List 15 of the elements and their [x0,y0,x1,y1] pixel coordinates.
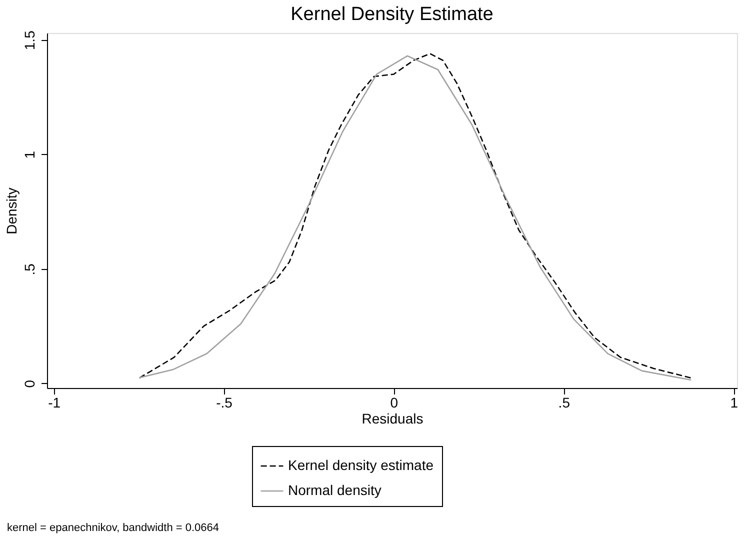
y-tick-label: 1.5 [22,30,38,50]
y-axis-title: Density [4,188,20,234]
chart-title: Kernel Density Estimate [290,4,494,26]
x-tick-label: 0 [390,394,398,410]
x-axis-title: Residuals [362,410,424,426]
x-tick-label: -.5 [216,394,233,410]
x-tick-label: .5 [558,394,570,410]
x-tick-label: -1 [48,394,61,410]
y-tick-label: .5 [22,263,38,276]
y-tick-label: 1 [22,150,38,159]
text: kernel = epanechnikov, bandwidth = 0.0664 [7,522,220,534]
legend-label: Normal density [288,482,382,498]
x-tick-label: 1 [730,394,738,410]
legend-label: Kernel density estimate [288,457,434,473]
y-tick-label: 0 [22,380,38,388]
